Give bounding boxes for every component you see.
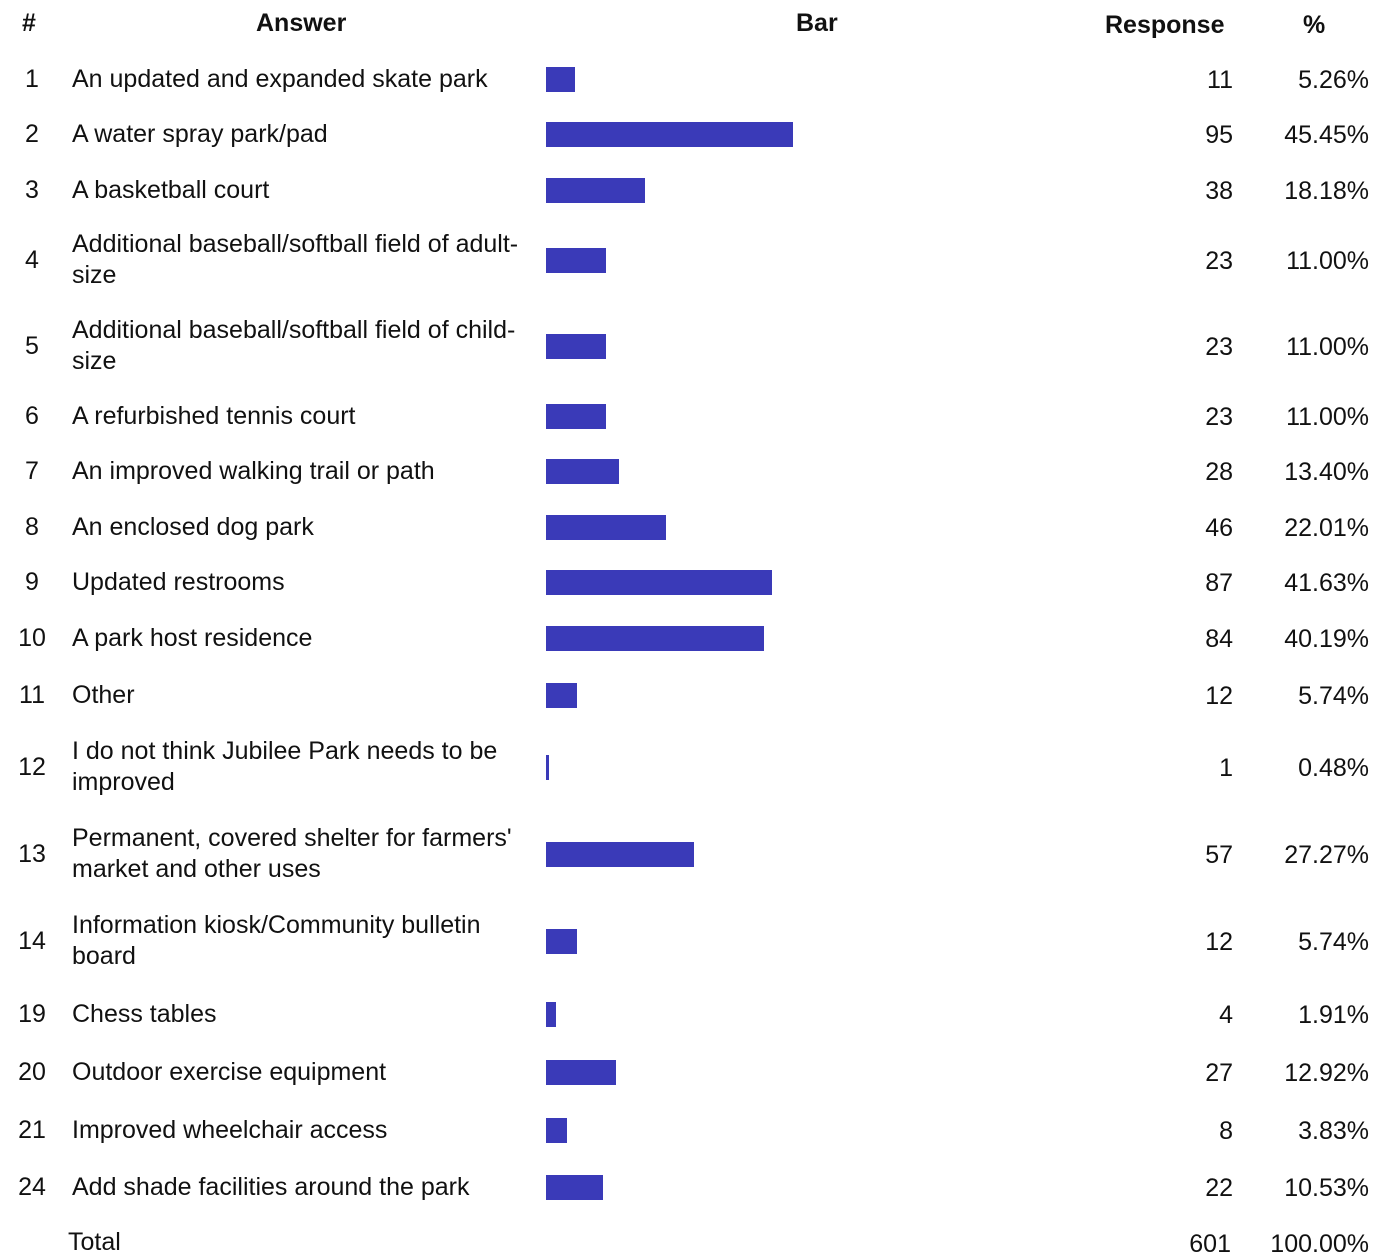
row-number: 10 <box>18 624 46 652</box>
row-percent: 11.00% <box>1286 247 1369 275</box>
row-answer: Additional baseball/softball field of ch… <box>72 316 516 375</box>
row-response: 95 <box>1205 121 1233 149</box>
response-bar <box>546 1117 567 1143</box>
header-bar: Bar <box>796 9 838 37</box>
row-number: 20 <box>18 1058 46 1086</box>
row-number: 5 <box>25 332 39 360</box>
row-percent: 45.45% <box>1284 121 1369 149</box>
row-percent: 10.53% <box>1284 1174 1369 1202</box>
row-response: 4 <box>1219 1001 1233 1029</box>
response-bar <box>546 66 575 92</box>
row-answer: Information kiosk/Community bulletin boa… <box>72 911 481 970</box>
response-bar <box>546 1174 604 1200</box>
row-percent: 27.27% <box>1284 841 1369 869</box>
response-bar <box>546 754 549 780</box>
row-response: 8 <box>1219 1117 1233 1145</box>
total-percent: 100.00% <box>1270 1230 1369 1258</box>
row-percent: 11.00% <box>1286 333 1369 361</box>
response-bar <box>546 569 773 595</box>
row-number: 14 <box>18 927 46 955</box>
row-number: 13 <box>18 840 46 868</box>
row-answer: Other <box>72 681 135 709</box>
header-response: Response <box>1105 11 1225 39</box>
row-percent: 3.83% <box>1298 1117 1369 1145</box>
row-answer: A water spray park/pad <box>72 120 328 148</box>
row-response: 84 <box>1205 625 1233 653</box>
row-number: 21 <box>18 1116 46 1144</box>
row-number: 11 <box>19 681 45 709</box>
response-bar <box>546 458 619 484</box>
row-response: 28 <box>1205 458 1233 486</box>
row-response: 1 <box>1219 754 1233 782</box>
row-percent: 5.74% <box>1298 682 1369 710</box>
row-number: 4 <box>25 246 39 274</box>
row-percent: 1.91% <box>1298 1001 1369 1029</box>
row-percent: 5.74% <box>1298 928 1369 956</box>
row-response: 12 <box>1205 928 1233 956</box>
row-response: 27 <box>1205 1059 1233 1087</box>
row-number: 6 <box>25 402 39 430</box>
row-response: 23 <box>1205 247 1233 275</box>
response-bar <box>546 625 765 651</box>
row-response: 11 <box>1207 66 1233 94</box>
row-number: 3 <box>25 176 39 204</box>
response-bar <box>546 403 606 429</box>
response-bar <box>546 333 606 359</box>
row-number: 19 <box>18 1000 46 1028</box>
response-bar <box>546 1001 557 1027</box>
response-bar <box>546 514 666 540</box>
row-response: 22 <box>1205 1174 1233 1202</box>
row-number: 7 <box>25 457 39 485</box>
row-answer: An enclosed dog park <box>72 513 314 541</box>
row-response: 23 <box>1205 333 1233 361</box>
row-number: 24 <box>18 1173 46 1201</box>
row-response: 87 <box>1205 569 1233 597</box>
total-response: 601 <box>1189 1230 1231 1258</box>
row-percent: 5.26% <box>1298 66 1369 94</box>
header-number: # <box>22 9 36 37</box>
response-bar <box>546 121 793 147</box>
row-number: 8 <box>25 513 39 541</box>
row-answer: An improved walking trail or path <box>72 457 435 485</box>
row-number: 2 <box>25 120 39 148</box>
total-label: Total <box>68 1228 121 1256</box>
header-answer: Answer <box>256 9 347 37</box>
row-percent: 41.63% <box>1284 569 1369 597</box>
row-answer: An updated and expanded skate park <box>72 65 488 93</box>
row-response: 23 <box>1205 403 1233 431</box>
row-response: 38 <box>1205 177 1233 205</box>
row-answer: Improved wheelchair access <box>72 1116 388 1144</box>
row-answer: Updated restrooms <box>72 568 285 596</box>
response-bar <box>546 682 578 708</box>
row-answer: Chess tables <box>72 1000 217 1028</box>
response-bar <box>546 1059 617 1085</box>
row-percent: 12.92% <box>1284 1059 1369 1087</box>
row-percent: 13.40% <box>1284 458 1369 486</box>
row-answer: I do not think Jubilee Park needs to be … <box>72 737 498 796</box>
row-answer: Permanent, covered shelter for farmers' … <box>72 824 512 883</box>
row-response: 57 <box>1205 841 1233 869</box>
response-bar <box>546 928 578 954</box>
row-answer: A refurbished tennis court <box>72 402 356 430</box>
response-bar <box>546 177 645 203</box>
row-number: 9 <box>25 568 39 596</box>
response-bar <box>546 247 606 273</box>
row-percent: 22.01% <box>1284 514 1369 542</box>
row-response: 12 <box>1205 682 1233 710</box>
row-percent: 40.19% <box>1284 625 1369 653</box>
row-answer: A basketball court <box>72 176 270 204</box>
row-answer: Add shade facilities around the park <box>72 1173 470 1201</box>
row-percent: 0.48% <box>1298 754 1369 782</box>
row-answer: A park host residence <box>72 624 313 652</box>
row-percent: 11.00% <box>1286 403 1369 431</box>
row-answer: Outdoor exercise equipment <box>72 1058 387 1086</box>
row-number: 1 <box>25 65 39 93</box>
header-percent: % <box>1303 11 1326 39</box>
row-percent: 18.18% <box>1284 177 1369 205</box>
row-response: 46 <box>1205 514 1233 542</box>
response-bar <box>546 841 695 867</box>
row-number: 12 <box>18 753 46 781</box>
row-answer: Additional baseball/softball field of ad… <box>72 230 519 289</box>
